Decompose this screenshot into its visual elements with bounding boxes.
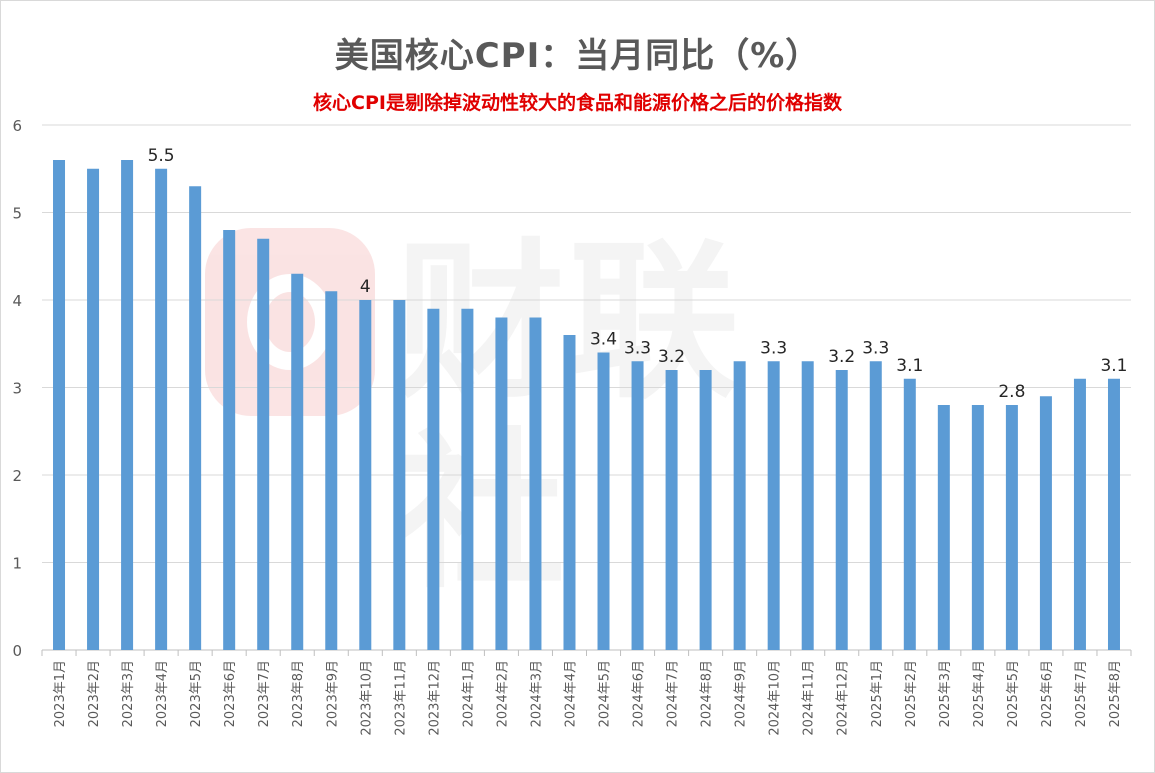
data-label: 3.3 (624, 338, 651, 358)
bar (155, 168, 168, 650)
bar (869, 361, 882, 650)
y-tick-label: 0 (12, 642, 22, 660)
x-tick-label: 2024年6月 (632, 660, 647, 727)
y-tick-label: 5 (12, 205, 22, 223)
x-tick-label: 2025年4月 (972, 660, 987, 727)
bar (801, 361, 814, 650)
x-tick-label: 2025年3月 (938, 660, 953, 727)
x-tick-label: 2023年10月 (359, 660, 374, 736)
x-tick-label: 2023年4月 (155, 660, 170, 727)
bar (1073, 378, 1086, 650)
bar (767, 361, 780, 650)
bar (223, 230, 236, 650)
data-label: 3.1 (1100, 356, 1127, 376)
bar (393, 300, 406, 650)
bar (971, 405, 984, 650)
x-tick-label: 2024年8月 (700, 660, 715, 727)
bar (461, 308, 474, 650)
x-tick-label: 2024年4月 (563, 660, 578, 727)
x-tick-label: 2023年6月 (223, 660, 238, 727)
bar (121, 160, 134, 650)
x-tick-label: 2023年8月 (291, 660, 306, 727)
data-label: 3.2 (828, 347, 855, 367)
bar (257, 238, 270, 650)
y-tick-label: 6 (12, 117, 22, 135)
bar (427, 308, 440, 650)
x-tick-label: 2023年2月 (87, 660, 102, 727)
data-label: 3.1 (896, 356, 923, 376)
bar (87, 168, 100, 650)
bar (1039, 396, 1052, 650)
x-tick-label: 2023年9月 (325, 660, 340, 727)
y-tick-label: 1 (12, 555, 22, 573)
data-label: 3.3 (760, 338, 787, 358)
x-tick-label: 2025年1月 (870, 660, 885, 727)
x-tick-label: 2025年6月 (1040, 660, 1055, 727)
bar (631, 361, 644, 650)
bar (1107, 378, 1120, 650)
bar (665, 370, 678, 650)
bar (291, 273, 304, 650)
bar (563, 335, 576, 650)
bar (903, 378, 916, 650)
x-tick-label: 2023年5月 (189, 660, 204, 727)
y-tick-label: 2 (12, 467, 22, 485)
chart-subtitle: 核心CPI是剔除掉波动性较大的食品和能源价格之后的价格指数 (313, 92, 842, 114)
data-label: 3.4 (590, 330, 617, 350)
data-label: 3.2 (658, 347, 685, 367)
chart-title: 美国核心CPI：当月同比（%） (334, 36, 821, 76)
x-tick-label: 2024年2月 (495, 660, 510, 727)
x-tick-label: 2024年11月 (802, 660, 817, 736)
x-tick-label: 2024年3月 (529, 660, 544, 727)
bar (529, 317, 542, 650)
x-tick-label: 2024年1月 (461, 660, 476, 727)
data-label: 4 (360, 277, 371, 297)
x-tick-label: 2024年5月 (598, 660, 613, 727)
x-tick-label: 2025年7月 (1074, 660, 1089, 727)
bar (359, 300, 372, 650)
bar (937, 405, 950, 650)
x-tick-label: 2023年7月 (257, 660, 272, 727)
x-tick-label: 2024年9月 (734, 660, 749, 727)
data-label: 5.5 (148, 146, 175, 166)
x-tick-label: 2023年12月 (427, 660, 442, 736)
data-label: 3.3 (862, 338, 889, 358)
x-tick-label: 2024年12月 (836, 660, 851, 736)
bar (597, 352, 610, 650)
bar (53, 160, 66, 650)
bar (835, 370, 848, 650)
y-tick-label: 3 (12, 380, 22, 398)
x-tick-label: 2025年2月 (904, 660, 919, 727)
bar (325, 291, 338, 650)
x-tick-label: 2025年5月 (1006, 660, 1021, 727)
bar (1005, 405, 1018, 650)
x-tick-label: 2025年8月 (1108, 660, 1123, 727)
bar (733, 361, 746, 650)
bar (495, 317, 508, 650)
bar (189, 186, 202, 650)
x-tick-label: 2024年7月 (666, 660, 681, 727)
x-tick-label: 2023年3月 (121, 660, 136, 727)
data-label: 2.8 (998, 382, 1025, 402)
y-tick-label: 4 (12, 292, 22, 310)
x-tick-label: 2023年11月 (393, 660, 408, 736)
x-tick-label: 2024年10月 (768, 660, 783, 736)
bar (699, 370, 712, 650)
x-tick-label: 2023年1月 (53, 660, 68, 727)
